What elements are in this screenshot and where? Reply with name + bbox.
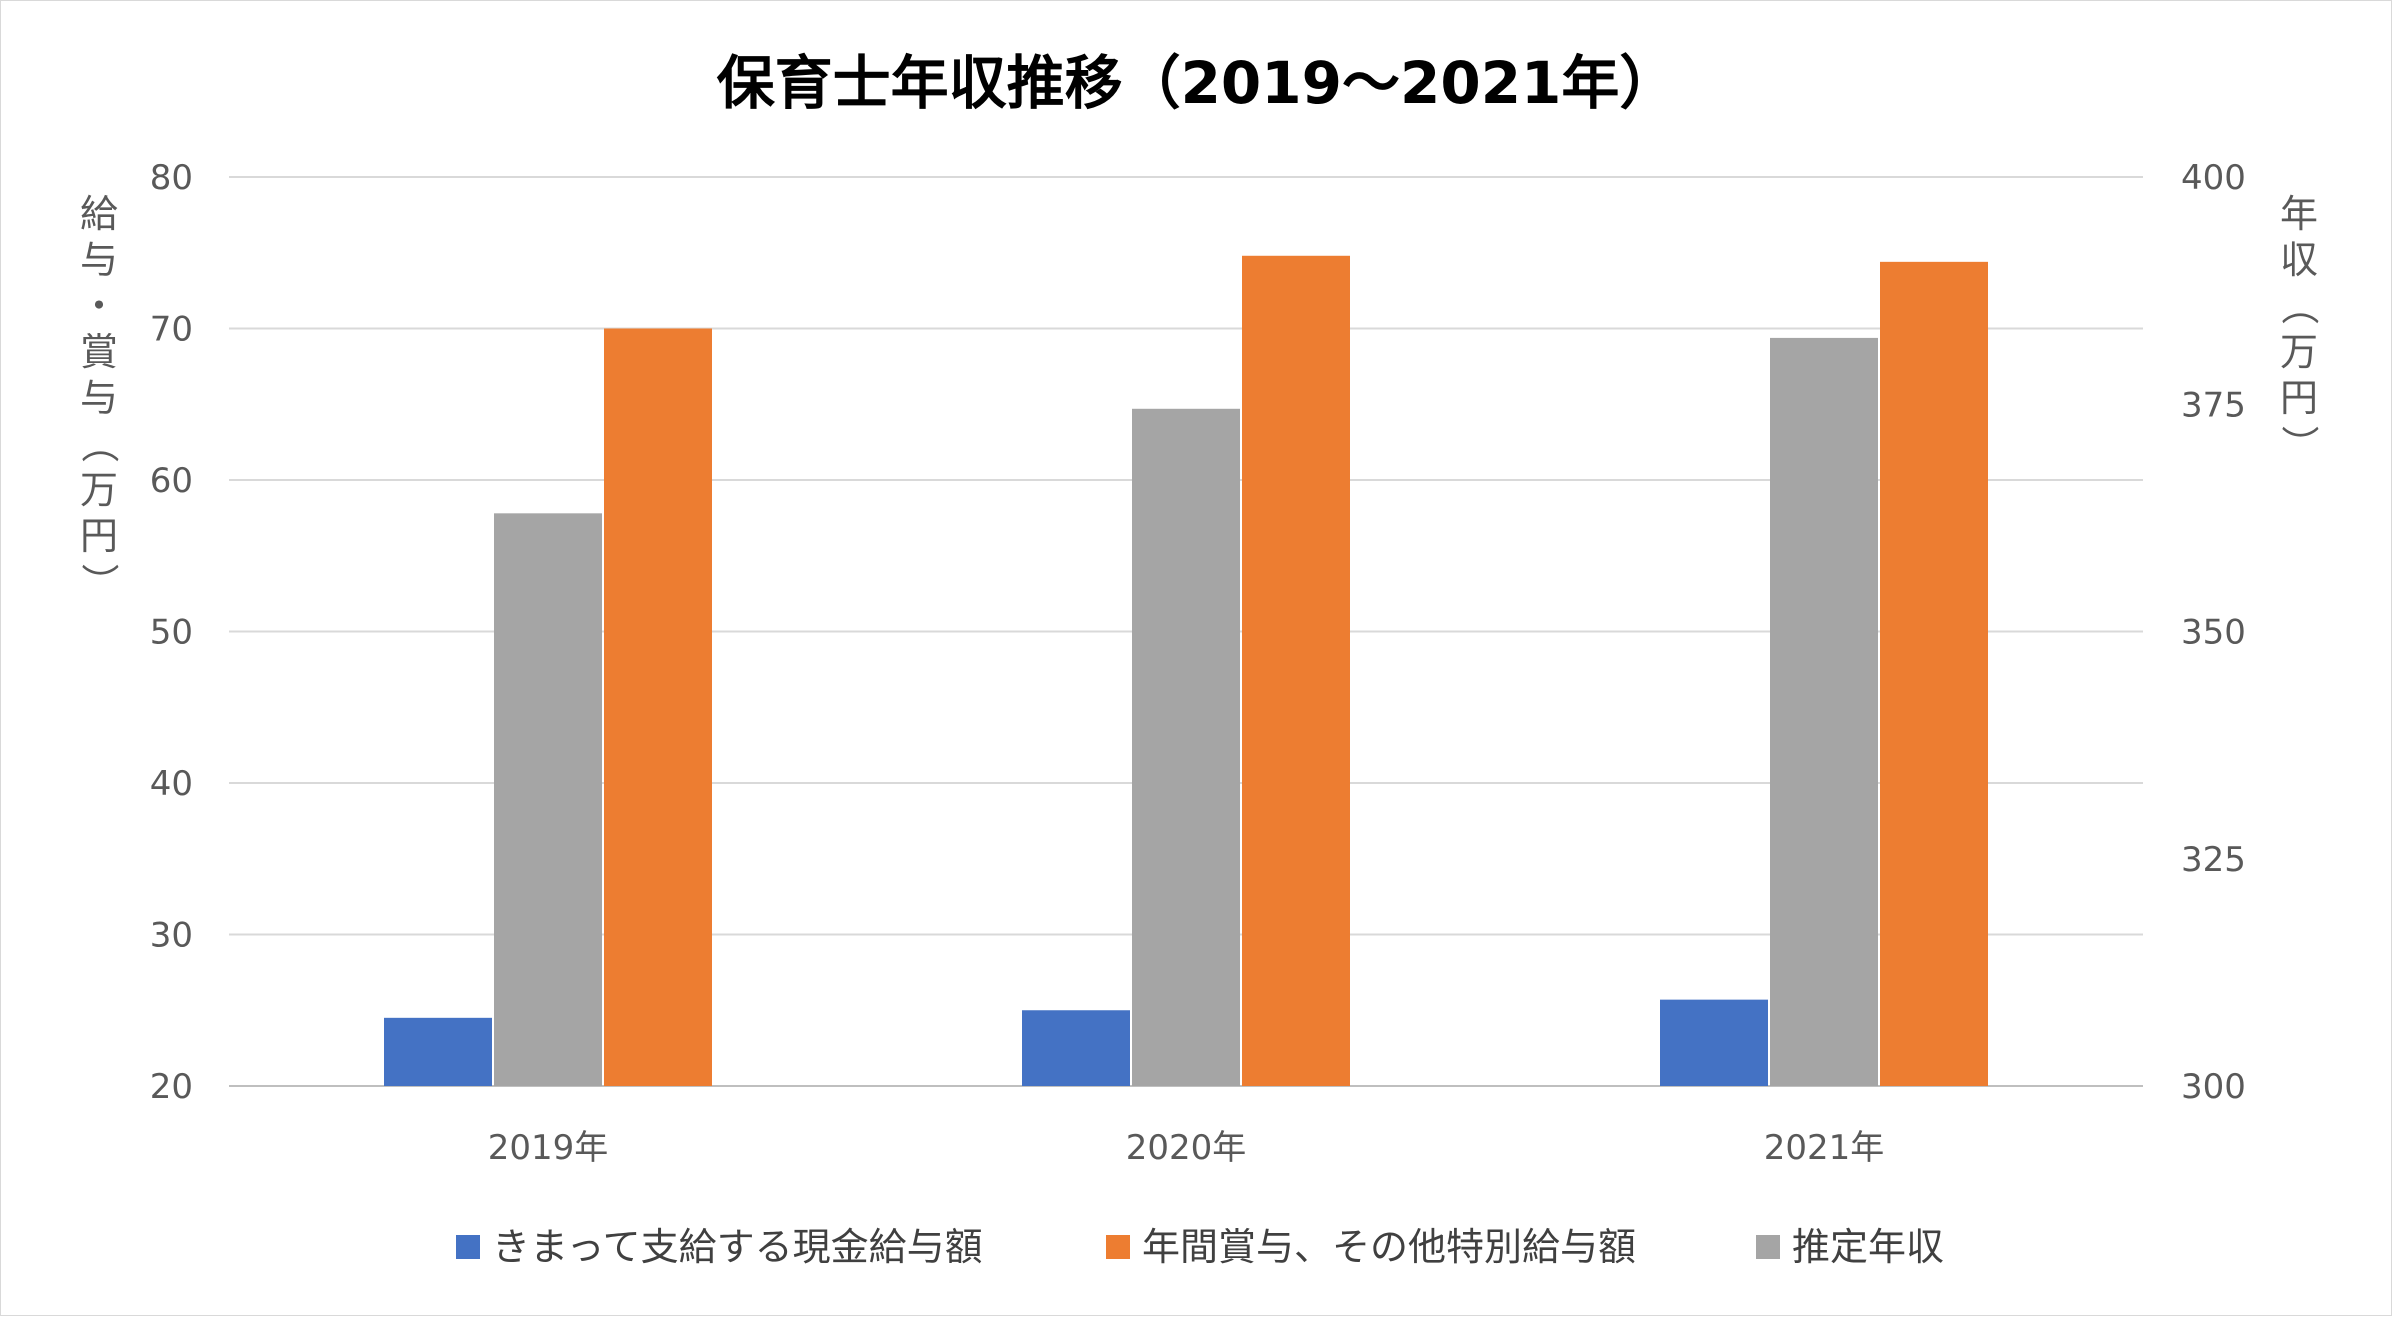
axis-title-char: ）: [77, 563, 121, 601]
legend-label: きまって支給する現金給与額: [492, 1225, 983, 1269]
legend-swatch: [1106, 1235, 1130, 1259]
bar-2-3: [1770, 337, 1878, 1086]
legend-label: 推定年収: [1792, 1225, 1944, 1269]
axis-title-char: （: [77, 425, 121, 463]
bar-3-1: [604, 328, 712, 1086]
bar-2-2: [1132, 408, 1240, 1086]
right-axis-ticks: 300 325 350 375 400: [2181, 158, 2246, 1107]
axis-title-char: 円: [80, 514, 118, 558]
category-label: 2019年: [488, 1128, 609, 1168]
right-tick-label: 375: [2181, 385, 2246, 425]
axis-title-char: ）: [2277, 425, 2321, 463]
chart-title: 保育士年収推移（2019～2021年）: [717, 49, 1678, 117]
category-labels: 2019年 2020年 2021年: [488, 1128, 1885, 1168]
category-label: 2021年: [1764, 1128, 1885, 1168]
category-label: 2020年: [1126, 1128, 1247, 1168]
left-tick-label: 70: [150, 310, 193, 350]
left-tick-label: 80: [150, 158, 193, 198]
right-tick-label: 350: [2181, 613, 2246, 653]
axis-title-char: 年: [2280, 192, 2318, 236]
legend: きまって支給する現金給与額 年間賞与、その他特別給与額 推定年収: [456, 1225, 1944, 1269]
right-axis-title: 年収 （ 万円 ）: [2277, 192, 2321, 463]
left-tick-label: 30: [150, 916, 193, 956]
left-tick-label: 50: [150, 613, 193, 653]
left-tick-label: 20: [150, 1067, 193, 1107]
legend-swatch: [1756, 1235, 1780, 1259]
axis-title-char: 賞: [80, 330, 118, 374]
axis-title-char: 与: [80, 238, 118, 282]
axis-title-char: ・: [80, 284, 118, 328]
left-tick-label: 40: [150, 764, 193, 804]
axis-title-char: （: [2277, 287, 2321, 325]
right-tick-label: 325: [2181, 840, 2246, 880]
bar-3-3: [1880, 261, 1988, 1087]
axis-title-char: 与: [80, 376, 118, 420]
axis-title-char: 収: [2280, 238, 2318, 282]
bar-1-2: [1022, 1010, 1130, 1086]
axis-title-char: 円: [2280, 376, 2318, 420]
right-tick-label: 300: [2181, 1067, 2246, 1107]
bar-2-1: [494, 513, 602, 1086]
right-tick-label: 400: [2181, 158, 2246, 198]
axis-title-char: 万: [80, 468, 118, 512]
axis-title-char: 給: [80, 192, 118, 236]
left-axis-title: 給与・賞与（万円）: [77, 192, 121, 601]
bar-1-3: [1660, 999, 1768, 1086]
left-axis-ticks: 20 30 40 50 60 70 80: [150, 158, 193, 1107]
legend-label: 年間賞与、その他特別給与額: [1142, 1225, 1636, 1269]
legend-swatch: [456, 1235, 480, 1259]
bars: [384, 255, 1988, 1087]
bar-3-2: [1242, 255, 1350, 1086]
left-tick-label: 60: [150, 461, 193, 501]
bar-1-1: [384, 1017, 492, 1086]
axis-title-char: 万: [2280, 330, 2318, 374]
